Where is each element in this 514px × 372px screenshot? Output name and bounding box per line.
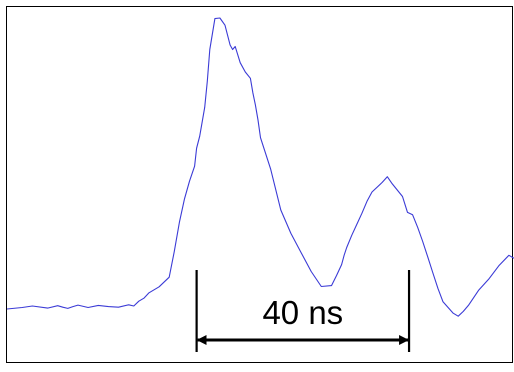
interval-annotation: 40 ns: [195, 270, 411, 352]
plot-border: [6, 6, 513, 363]
interval-label: 40 ns: [262, 294, 343, 331]
waveform-series-line: [6, 17, 514, 317]
